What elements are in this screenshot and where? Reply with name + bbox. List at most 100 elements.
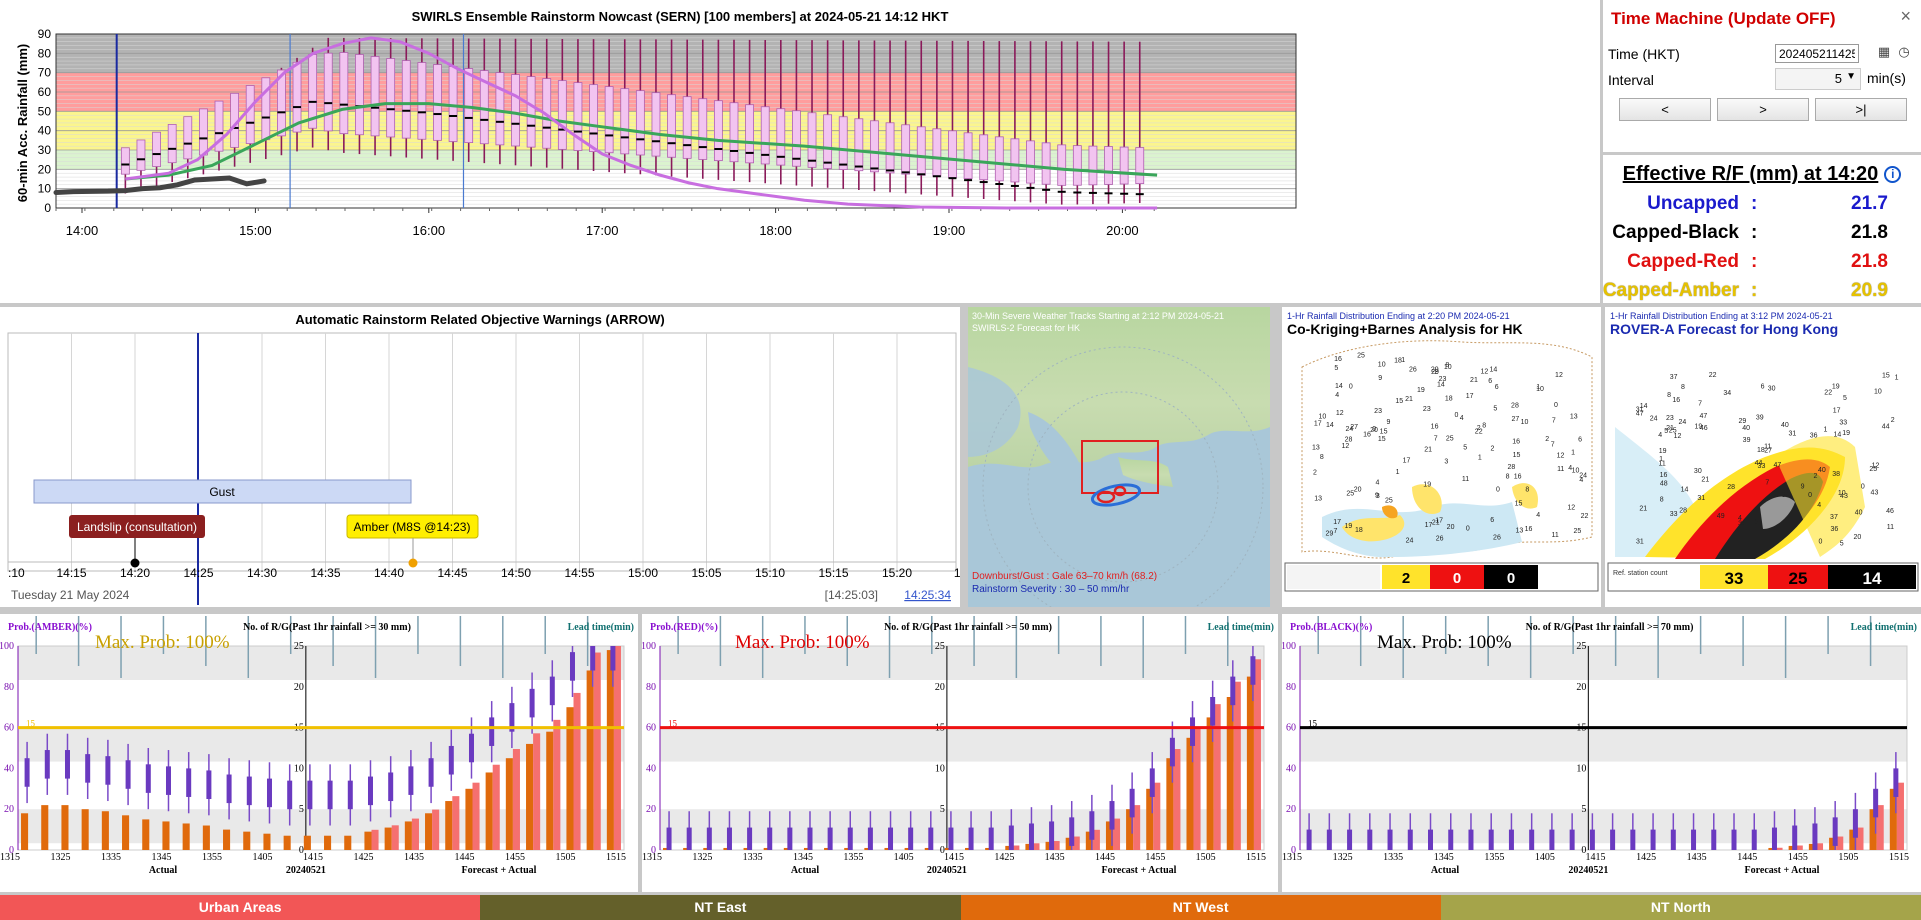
rf-value: 21.8 (1851, 222, 1888, 243)
count-bar (1012, 845, 1020, 850)
info-icon[interactable]: i (1884, 166, 1902, 183)
clock-icon[interactable]: ◷ (1898, 44, 1910, 59)
landslip-badge[interactable] (69, 515, 205, 538)
prob-box (988, 827, 994, 850)
track-red-2 (1113, 485, 1127, 497)
swirls2-map-panel[interactable]: 30-Min Severe Weather Tracks Starting at… (968, 307, 1270, 607)
station-value: 0 (1466, 526, 1470, 533)
calendar-icon[interactable]: ▦ (1877, 44, 1891, 59)
arrow-x-tick: 14:55 (564, 566, 594, 580)
station-value: 19 (1694, 423, 1702, 430)
station-value: 23 (1374, 408, 1382, 415)
region-tabs: Urban Areas NT East NT West NT North (0, 895, 1921, 920)
actual-rainfall-line (53, 175, 267, 196)
ensemble-box (277, 69, 286, 137)
count-bar (1092, 829, 1100, 850)
station-value: 9 (1801, 483, 1805, 490)
tab-nt-east[interactable]: NT East (480, 895, 961, 920)
max-prob-label: Max. Prob: 100% (1377, 632, 1512, 653)
station-value: 8 (1506, 473, 1510, 480)
rovera-map-panel[interactable]: 24 47 4 16 5 40 44 36 39 21 5 11 10 22 19 22 1 27 21 4 46 19 4… (1605, 307, 1921, 607)
max-member-line (125, 36, 1158, 210)
cokriging-map: 3151723144529281656410772261191325732525… (1282, 307, 1601, 607)
arrow-time-link[interactable]: 14:25:34 (904, 588, 951, 602)
station-value: 38 (1832, 471, 1840, 478)
station-value: 29 (1738, 418, 1746, 425)
station-value: 24 (1345, 426, 1353, 433)
y-tick-label: 30 (38, 143, 52, 157)
rf-sep: : (1751, 280, 1758, 301)
rovera-count-black-swatch (1828, 565, 1916, 589)
station-value: 11 (1659, 460, 1666, 467)
interval-value: 5 (1834, 71, 1842, 86)
rovera-count-amber: 33 (1725, 569, 1744, 588)
arrow-x-tick: 14:40 (374, 566, 404, 580)
ensemble-box (776, 108, 786, 166)
x-tick-label: 16:00 (413, 223, 446, 238)
y-tick-label: 40 (38, 124, 52, 138)
prob-box (24, 758, 30, 787)
count-bar (1045, 841, 1053, 850)
rovera-count-black: 14 (1863, 569, 1882, 588)
ensemble-box (526, 76, 536, 148)
arrow-chart: Automatic Rainstorm Related Objective Wa… (7, 312, 960, 605)
ensemble-box (1119, 146, 1129, 185)
count-bar (324, 835, 332, 850)
tab-urban-areas[interactable]: Urban Areas (0, 895, 481, 920)
y-tick-label: 80 (38, 46, 52, 60)
tab-nt-west[interactable]: NT West (960, 895, 1441, 920)
cokriging-title: Co-Kriging+Barnes Analysis for HK (1287, 321, 1523, 337)
prob-box (1771, 827, 1777, 850)
station-value: 7 (1552, 417, 1556, 424)
ensemble-box (1026, 140, 1035, 184)
ensemble-box (604, 86, 614, 154)
prob-red-chart: 0 20 40 60 80 100 0 5 10 15 20 25 1315 1325 1335 1345 13… (642, 616, 1274, 884)
station-value: 20 (1370, 427, 1378, 434)
y-tick-label: 10 (38, 182, 52, 196)
y-tick-label: 90 (38, 27, 52, 41)
count-amber: 2 (1402, 570, 1410, 587)
y-tick-label: 60 (38, 85, 52, 99)
station-value: 21 (1666, 425, 1674, 432)
station-value: 33 (1758, 463, 1766, 470)
time-input[interactable] (1775, 44, 1859, 63)
station-value: 1 (1823, 426, 1827, 433)
station-value: 47 (1636, 411, 1644, 418)
cokriging-map-panel[interactable]: 3 15 17 23 14 4 5 29 28 16 5 6 4 10 7 7 22 6 1 19 13 25 7 3 25 25… (1282, 307, 1601, 607)
station-value: 2 (1490, 445, 1494, 452)
station-value: 22 (1475, 428, 1483, 435)
station-value: 7 (1334, 528, 1338, 535)
prob-box (1508, 829, 1514, 850)
rf-name: Capped-Black (1612, 222, 1739, 243)
next-button[interactable]: > (1717, 98, 1809, 121)
prob-x-tick: 1425 (1636, 852, 1656, 863)
count-bar (1065, 837, 1073, 850)
count-bar (803, 847, 811, 850)
ensemble-box (651, 92, 661, 157)
prob-box (1711, 829, 1717, 850)
prob-box (1049, 821, 1055, 850)
station-value: 28 (1679, 507, 1687, 514)
gust-bar[interactable] (33, 479, 412, 504)
ensemble-box (292, 61, 302, 133)
count-bar (904, 847, 912, 850)
station-value: 47 (1699, 413, 1707, 420)
prob-box (105, 756, 111, 785)
station-value: 5 (1463, 445, 1467, 452)
count-y-tick: 0 (940, 845, 945, 856)
count-bar (1032, 843, 1040, 850)
prob-box (1832, 817, 1838, 846)
prob-box (1873, 788, 1879, 818)
close-icon[interactable]: × (1900, 6, 1911, 26)
tab-nt-north[interactable]: NT North (1440, 895, 1921, 920)
count-bar (445, 801, 453, 850)
latest-button[interactable]: >| (1815, 98, 1907, 121)
prev-button[interactable]: < (1619, 98, 1711, 121)
interval-select[interactable]: 5 ▼ (1775, 68, 1861, 90)
prob-y-tick: 60 (1286, 723, 1296, 734)
prob-box (1549, 829, 1555, 850)
station-value: 0 (1372, 426, 1376, 433)
station-value: 15 (1515, 501, 1523, 508)
prob-x-tick: 1415 (944, 852, 964, 863)
prob-x-tick: 1345 (152, 852, 172, 863)
